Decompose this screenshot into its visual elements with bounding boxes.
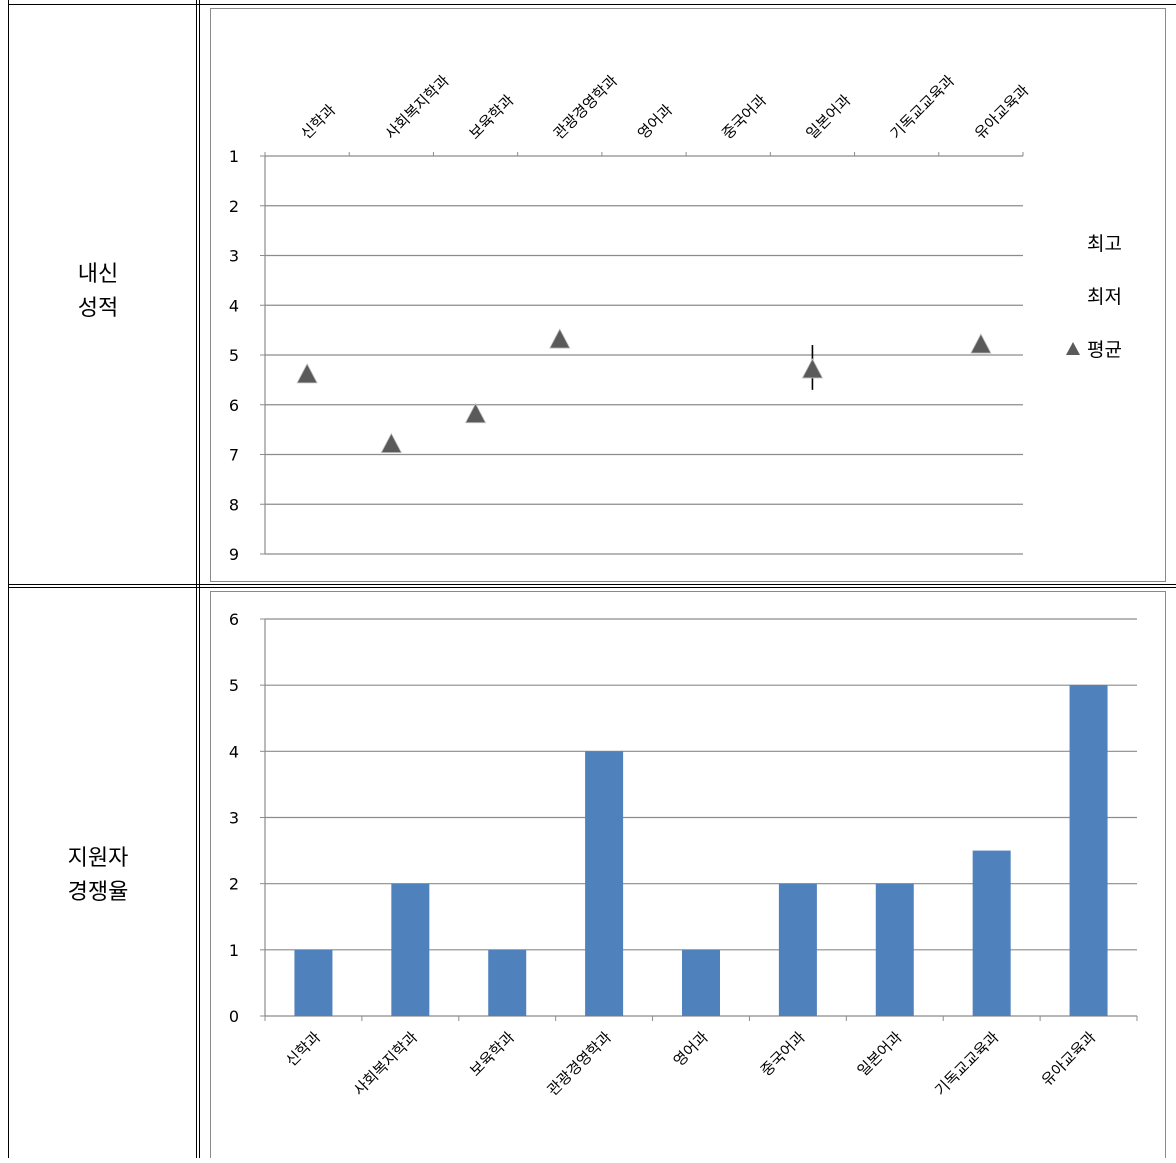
grades-chart: 1 2 3 4 5 6 7 8 9 신학과 사회복지학과 보육학과 관광경영학과 영어과 중국어과 일본어과 기… — [229, 71, 1122, 564]
x-category-label: 사회복지학과 — [381, 71, 452, 142]
x-category-label: 보육학과 — [466, 1028, 518, 1080]
y-tick-label: 3 — [229, 247, 239, 266]
x-category-label: 유아교육과 — [1038, 1028, 1100, 1090]
row-label-grades: 내신 성적 — [0, 258, 196, 326]
legend-label-max: 최고 — [1087, 233, 1122, 255]
bar — [875, 883, 914, 1016]
x-category-label: 유아교육과 — [971, 81, 1033, 143]
grades-chart-frame: 1 2 3 4 5 6 7 8 9 신학과 사회복지학과 보육학과 관광경영학과 영어과 중국어과 일본어과 기… — [210, 8, 1166, 582]
average-marker — [296, 363, 318, 384]
average-marker — [464, 402, 487, 424]
y-tick-label: 4 — [229, 296, 239, 315]
row-label-competition: 지원자 경쟁율 — [0, 842, 196, 910]
average-marker — [380, 432, 402, 453]
competition-chart-frame: 0 1 2 3 4 5 6 신학과 사회복지학과 보육학과 관광경영학과 영어과 중국어과 일본어과 기독교… — [210, 591, 1166, 1158]
bar — [778, 883, 817, 1016]
x-category-label: 영어과 — [634, 101, 676, 143]
row-label-line: 내신 — [77, 262, 119, 287]
x-category-label: 신학과 — [297, 101, 339, 143]
y-tick-label: 1 — [229, 941, 239, 960]
x-category-label: 기독교교육과 — [887, 71, 958, 142]
y-tick-label: 3 — [229, 809, 239, 828]
bar — [488, 949, 527, 1016]
x-category-label: 영어과 — [670, 1028, 712, 1070]
y-tick-label: 1 — [229, 147, 239, 166]
x-category-label: 관광경영학과 — [550, 71, 621, 142]
legend-marker-triangle — [1066, 342, 1080, 355]
y-tick-label: 8 — [229, 495, 239, 514]
legend-label-min: 최저 — [1087, 286, 1122, 308]
y-tick-label: 2 — [229, 197, 239, 216]
y-tick-label: 0 — [229, 1007, 239, 1026]
x-category-label: 중국어과 — [757, 1028, 809, 1080]
bar — [682, 949, 720, 1016]
y-tick-label: 9 — [229, 545, 239, 564]
y-tick-label: 4 — [229, 742, 239, 761]
bar — [585, 751, 624, 1016]
row-label-line: 지원자 — [67, 846, 129, 871]
y-tick-label: 5 — [229, 346, 239, 365]
average-marker — [970, 333, 992, 354]
x-category-label: 일본어과 — [854, 1028, 906, 1080]
x-category-label: 신학과 — [282, 1028, 324, 1070]
x-category-label: 관광경영학과 — [544, 1028, 615, 1099]
row-label-line: 경쟁율 — [67, 880, 129, 905]
bar — [294, 949, 333, 1016]
x-category-label: 보육학과 — [466, 91, 518, 143]
x-category-label: 일본어과 — [803, 91, 855, 143]
y-tick-label: 6 — [229, 396, 239, 415]
bar — [972, 850, 1011, 1016]
x-category-label: 사회복지학과 — [350, 1028, 421, 1099]
bar — [391, 883, 430, 1016]
y-tick-label: 5 — [229, 676, 239, 695]
y-tick-label: 2 — [229, 875, 239, 894]
bar — [1069, 685, 1108, 1016]
average-marker — [801, 358, 824, 379]
legend-label-average: 평균 — [1087, 339, 1122, 361]
average-marker — [549, 328, 571, 349]
y-tick-label: 7 — [229, 446, 239, 465]
x-category-label: 기독교교육과 — [931, 1028, 1002, 1099]
row-label-line: 성적 — [77, 296, 119, 321]
x-category-label: 중국어과 — [718, 91, 770, 143]
competition-chart: 0 1 2 3 4 5 6 신학과 사회복지학과 보육학과 관광경영학과 영어과 중국어과 일본어과 기독교… — [229, 610, 1138, 1099]
y-tick-label: 6 — [229, 610, 239, 629]
